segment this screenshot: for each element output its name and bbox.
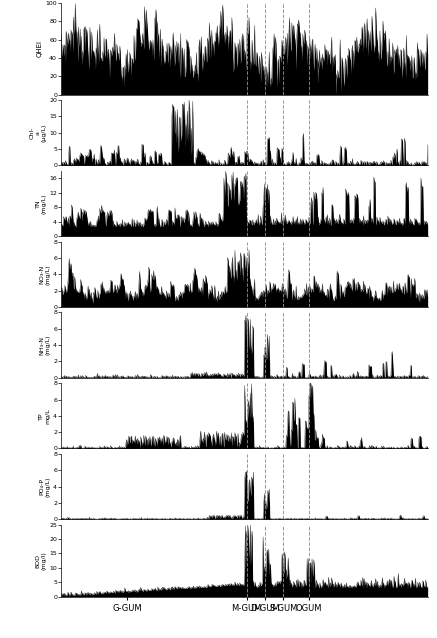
Y-axis label: QHEI: QHEI — [37, 40, 43, 57]
Y-axis label: NH₃-N
(mg/L): NH₃-N (mg/L) — [39, 335, 50, 355]
Y-axis label: Chl-
a
(μg/L): Chl- a (μg/L) — [30, 124, 46, 142]
Y-axis label: TN
(mg/L): TN (mg/L) — [35, 193, 46, 214]
Y-axis label: PO₄-P
(mg/L): PO₄-P (mg/L) — [39, 477, 50, 497]
Y-axis label: TP
mg/L: TP mg/L — [39, 408, 50, 424]
Y-axis label: NO₃-N
(mg/L): NO₃-N (mg/L) — [39, 264, 50, 285]
Y-axis label: BOD
(mg/l): BOD (mg/l) — [35, 551, 46, 570]
